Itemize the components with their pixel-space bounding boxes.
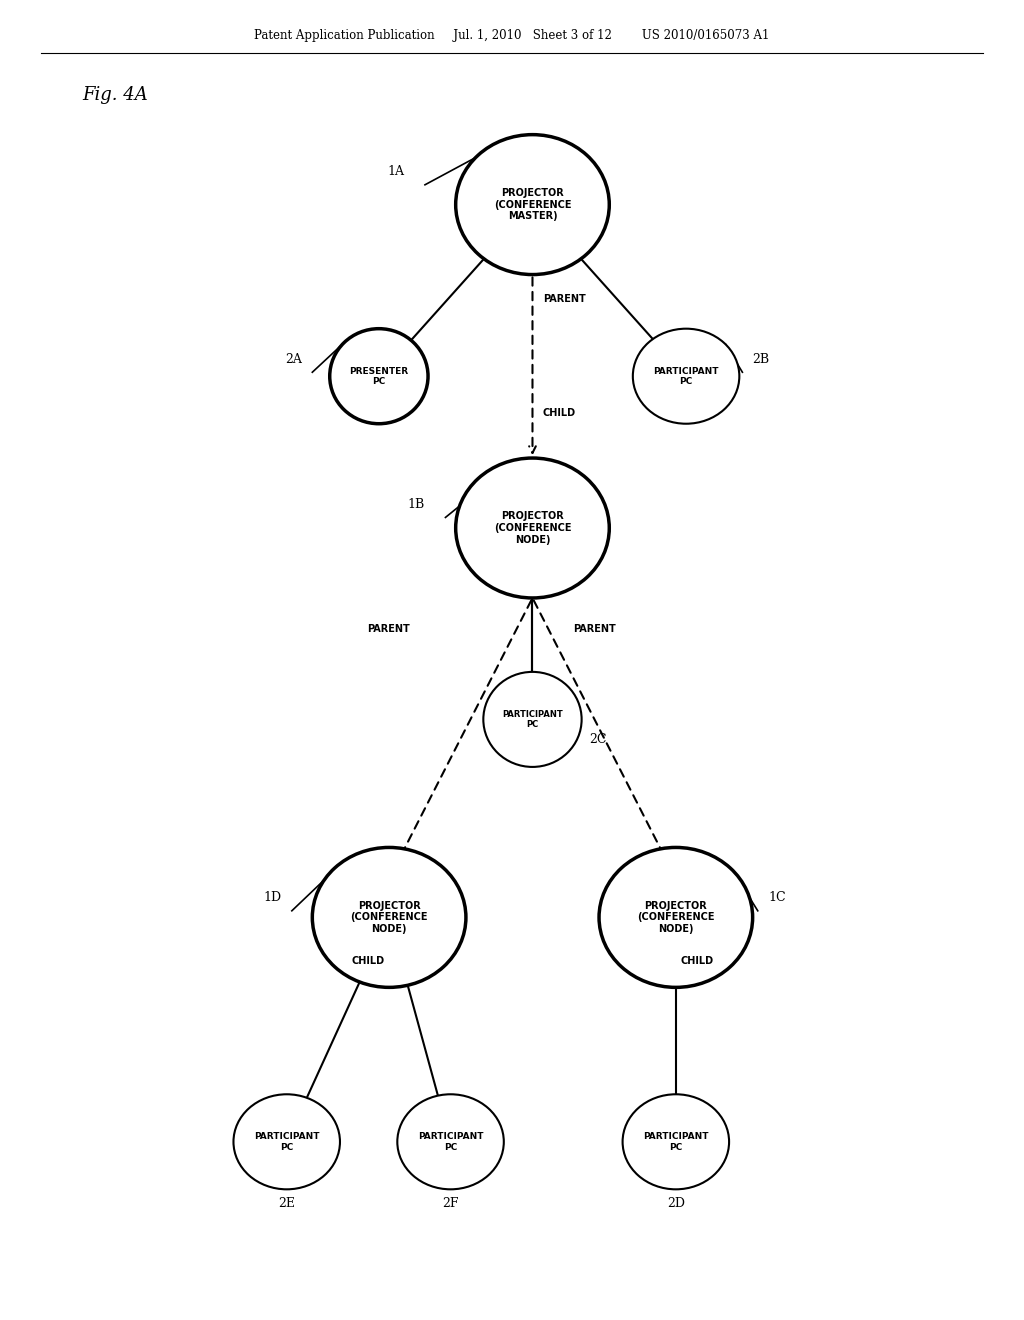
Text: 2D: 2D [667, 1197, 685, 1210]
Text: 1B: 1B [408, 498, 425, 511]
Text: 2B: 2B [753, 352, 770, 366]
Text: PARTICIPANT
PC: PARTICIPANT PC [502, 710, 563, 729]
Text: PARENT: PARENT [367, 624, 410, 635]
Text: 2F: 2F [442, 1197, 459, 1210]
Text: PROJECTOR
(CONFERENCE
NODE): PROJECTOR (CONFERENCE NODE) [350, 900, 428, 935]
Ellipse shape [233, 1094, 340, 1189]
Ellipse shape [623, 1094, 729, 1189]
Ellipse shape [483, 672, 582, 767]
Text: PARENT: PARENT [543, 294, 586, 305]
Text: Patent Application Publication     Jul. 1, 2010   Sheet 3 of 12        US 2010/0: Patent Application Publication Jul. 1, 2… [254, 29, 770, 42]
Ellipse shape [456, 458, 609, 598]
Text: 1A: 1A [387, 165, 404, 178]
Text: PARTICIPANT
PC: PARTICIPANT PC [653, 367, 719, 385]
Ellipse shape [330, 329, 428, 424]
Text: PRESENTER
PC: PRESENTER PC [349, 367, 409, 385]
Text: PARTICIPANT
PC: PARTICIPANT PC [643, 1133, 709, 1151]
Ellipse shape [633, 329, 739, 424]
Text: 1D: 1D [263, 891, 282, 904]
Text: 2A: 2A [286, 352, 302, 366]
Ellipse shape [397, 1094, 504, 1189]
Text: 2E: 2E [279, 1197, 295, 1210]
Text: PROJECTOR
(CONFERENCE
NODE): PROJECTOR (CONFERENCE NODE) [494, 511, 571, 545]
Ellipse shape [456, 135, 609, 275]
Text: PARENT: PARENT [573, 624, 616, 635]
Text: PARTICIPANT
PC: PARTICIPANT PC [418, 1133, 483, 1151]
Text: PROJECTOR
(CONFERENCE
MASTER): PROJECTOR (CONFERENCE MASTER) [494, 187, 571, 222]
Text: 2C: 2C [589, 733, 606, 746]
Text: 1C: 1C [768, 891, 785, 904]
Text: CHILD: CHILD [543, 408, 575, 418]
Text: CHILD: CHILD [351, 956, 385, 965]
Text: Fig. 4A: Fig. 4A [82, 86, 147, 104]
Text: CHILD: CHILD [680, 956, 714, 965]
Ellipse shape [312, 847, 466, 987]
Text: PARTICIPANT
PC: PARTICIPANT PC [254, 1133, 319, 1151]
Ellipse shape [599, 847, 753, 987]
Text: PROJECTOR
(CONFERENCE
NODE): PROJECTOR (CONFERENCE NODE) [637, 900, 715, 935]
